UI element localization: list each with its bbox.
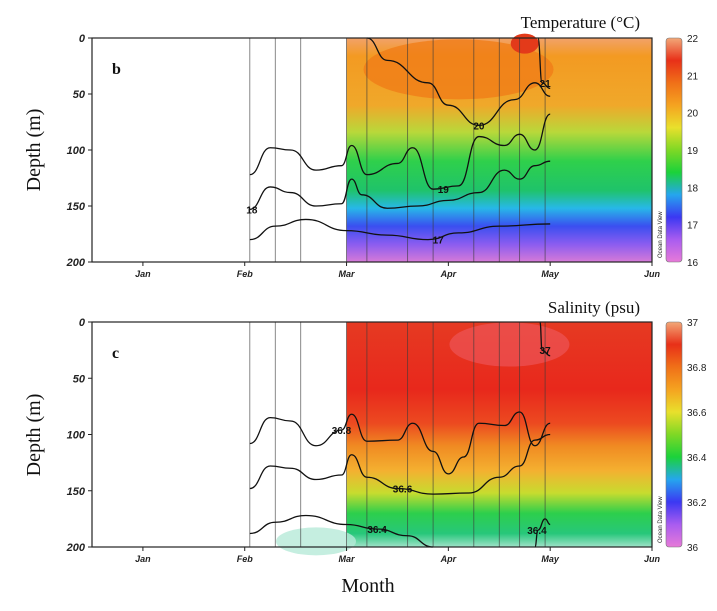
y-tick-label: 200 bbox=[66, 542, 86, 554]
panel-salinity: Salinity (psu) Depth (m) 36.4 36.436.636.… bbox=[23, 298, 707, 564]
isoline bbox=[249, 514, 434, 548]
y-tick-label: 150 bbox=[67, 201, 86, 213]
y-tick-label: 0 bbox=[79, 33, 86, 45]
colorbar-tick-label: 22 bbox=[687, 34, 699, 45]
y-tick-label: 100 bbox=[67, 145, 86, 157]
y-axis: 0 50 100 150 200 bbox=[66, 317, 92, 554]
colorbar-tick-label: 17 bbox=[687, 221, 699, 232]
x-tick-label: May bbox=[541, 554, 560, 564]
isoline-label: 36.4 bbox=[527, 526, 547, 537]
y-tick-label: 100 bbox=[67, 430, 86, 442]
x-tick-label: Jan bbox=[135, 554, 151, 564]
colorbar-ramp bbox=[665, 37, 683, 263]
colorbar-tick-label: 37 bbox=[687, 318, 699, 329]
x-tick-label: Feb bbox=[237, 554, 254, 564]
y-axis-label: Depth (m) bbox=[23, 109, 45, 192]
colorbar-tick-label: 18 bbox=[687, 183, 699, 194]
isoline-label: 36.4 bbox=[367, 525, 387, 536]
colorbar-tick-label: 20 bbox=[687, 109, 699, 120]
y-tick-label: 50 bbox=[73, 373, 86, 385]
isoline-label: 21 bbox=[540, 79, 552, 90]
x-tick-label: Jun bbox=[644, 554, 661, 564]
colorbar-tick-label: 36 bbox=[687, 543, 699, 554]
isoline bbox=[366, 37, 551, 127]
isoline-label: 19 bbox=[438, 185, 450, 196]
isoline bbox=[249, 218, 551, 241]
isoline bbox=[539, 321, 551, 357]
colorbar-tick-label: 21 bbox=[687, 71, 699, 82]
y-axis: 0 50 100 150 200 bbox=[66, 33, 92, 269]
watermark: Ocean Data View bbox=[658, 211, 664, 258]
isoline-label: 37 bbox=[540, 346, 552, 357]
y-tick-label: 50 bbox=[73, 89, 86, 101]
colorbar-tick-label: 36.2 bbox=[687, 498, 707, 509]
x-axis: Jan Feb Mar Apr May Jun bbox=[135, 547, 660, 564]
x-axis-label: Month bbox=[341, 575, 394, 597]
x-tick-label: Feb bbox=[237, 269, 254, 279]
plot-area: 17 18 19 20 21 bbox=[91, 33, 653, 263]
x-tick-label: Jan bbox=[135, 269, 151, 279]
x-tick-label: Apr bbox=[440, 269, 457, 279]
isoline-label: 36.6 bbox=[393, 485, 413, 496]
isoline bbox=[537, 37, 551, 90]
colorbar: 36 36.2 36.4 36.6 36.8 37 Ocean Data View bbox=[658, 318, 707, 554]
colorbar-tick-label: 36.8 bbox=[687, 363, 707, 374]
isoline bbox=[249, 113, 551, 190]
saline-core bbox=[449, 322, 570, 367]
colorbar-tick-label: 19 bbox=[687, 146, 699, 157]
low-salinity-core bbox=[276, 527, 356, 556]
colorbar-tick-label: 36.6 bbox=[687, 408, 707, 419]
x-tick-label: Mar bbox=[339, 554, 356, 564]
isoline-label: 20 bbox=[473, 121, 485, 132]
panel-label: c bbox=[112, 345, 119, 362]
y-tick-label: 200 bbox=[66, 257, 86, 269]
x-tick-label: Apr bbox=[440, 554, 457, 564]
x-tick-label: Mar bbox=[339, 269, 356, 279]
colorbar: 16 17 18 19 20 21 22 Ocean Data View bbox=[658, 34, 699, 269]
isoline-label: 36.8 bbox=[332, 426, 352, 437]
isoline-label: 18 bbox=[246, 205, 258, 216]
warm-core bbox=[510, 33, 539, 54]
y-tick-label: 0 bbox=[79, 317, 86, 329]
panel-label: b bbox=[112, 61, 121, 78]
panel-title: Temperature (°C) bbox=[521, 13, 640, 32]
x-axis: Jan Feb Mar Apr May Jun bbox=[135, 262, 660, 279]
watermark: Ocean Data View bbox=[658, 496, 664, 543]
y-axis-label: Depth (m) bbox=[23, 394, 45, 477]
y-tick-label: 150 bbox=[67, 486, 86, 498]
plot-area: 36.4 36.4 36.6 36.8 37 bbox=[91, 321, 653, 556]
colorbar-ramp bbox=[665, 321, 683, 548]
isoline bbox=[249, 160, 551, 211]
isoline bbox=[534, 518, 551, 548]
isoline bbox=[249, 433, 551, 495]
isoline bbox=[249, 411, 551, 475]
isoline-label: 17 bbox=[433, 236, 445, 247]
colorbar-tick-label: 16 bbox=[687, 258, 699, 269]
x-tick-label: May bbox=[541, 269, 560, 279]
panel-title: Salinity (psu) bbox=[548, 298, 640, 317]
colorbar-tick-label: 36.4 bbox=[687, 453, 707, 464]
x-tick-label: Jun bbox=[644, 269, 661, 279]
warm-core bbox=[363, 39, 554, 100]
